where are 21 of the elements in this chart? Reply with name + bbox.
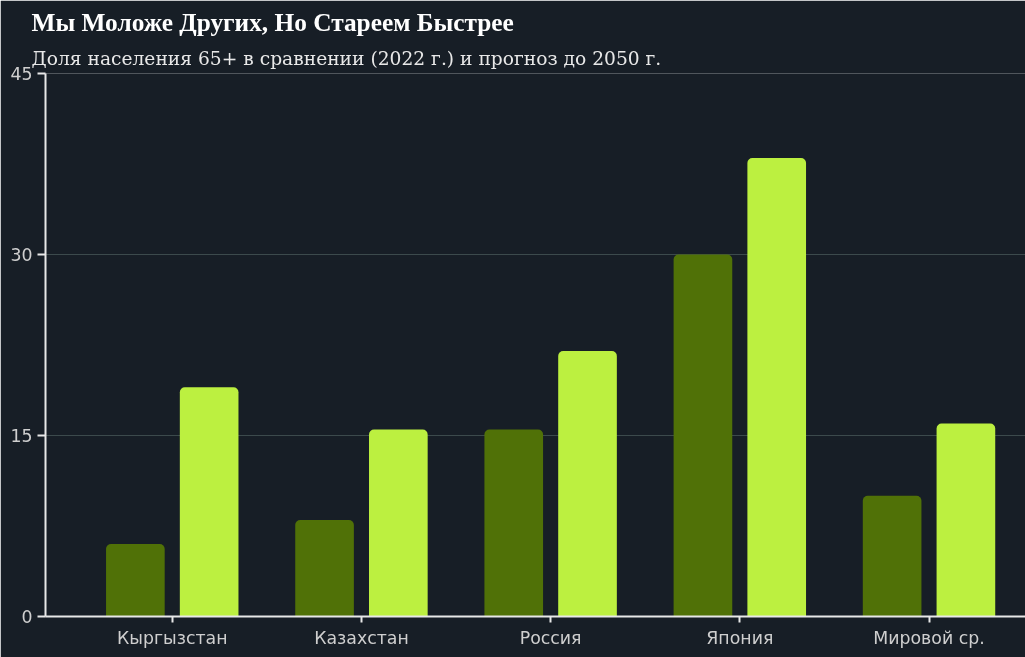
bar xyxy=(747,157,807,617)
x-tick-label: Казахстан xyxy=(314,627,409,648)
y-tick-label: 15 xyxy=(10,426,33,446)
bar xyxy=(558,351,617,617)
x-tick-label: Япония xyxy=(706,627,774,648)
bar xyxy=(936,423,996,617)
bar xyxy=(369,429,428,617)
bar xyxy=(673,254,733,617)
x-tick-label: Кыргызстан xyxy=(116,627,228,648)
x-tick-label: Россия xyxy=(519,627,582,648)
bar xyxy=(484,429,544,617)
bar xyxy=(106,544,165,617)
chart-subtitle: Доля населения 65+ в сравнении (2022 г.) и прогноз до 2050 г. xyxy=(31,47,662,69)
bar xyxy=(862,495,922,617)
y-tick-label: 0 xyxy=(21,607,33,627)
x-tick-label: Мировой ср. xyxy=(873,627,985,648)
y-tick-label: 30 xyxy=(10,245,33,265)
bar xyxy=(295,519,354,617)
bar xyxy=(179,387,239,617)
y-tick-label: 45 xyxy=(10,64,33,84)
chart-title: Мы Моложе Других, Но Стареем Быстрее xyxy=(31,7,514,36)
